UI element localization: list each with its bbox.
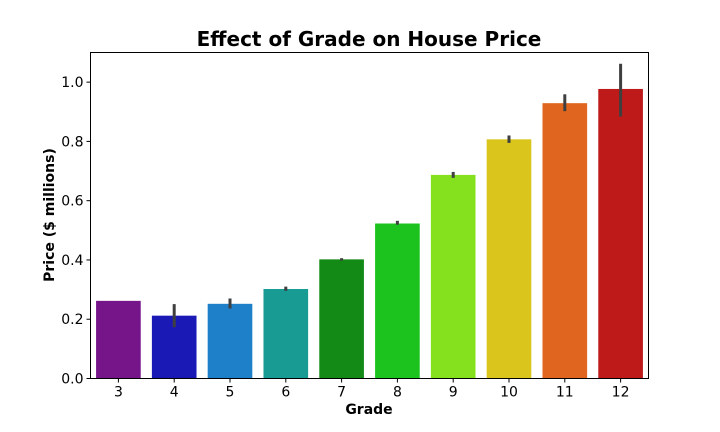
bar-7: [319, 259, 364, 379]
bar-11: [542, 103, 588, 379]
x-tick-label: 3: [114, 385, 123, 401]
x-tick-label: 8: [393, 385, 402, 401]
x-tick-label: 4: [170, 385, 179, 401]
x-axis-label: Grade: [345, 402, 392, 418]
x-tick-label: 5: [226, 385, 235, 401]
x-tick-label: 10: [500, 385, 518, 401]
y-axis: 0.0 0.2 0.4 0.6 0.8 1.0: [61, 75, 91, 388]
y-tick-label: 0.2: [61, 312, 83, 328]
x-tick-label: 12: [612, 385, 630, 401]
x-tick-label: 9: [449, 385, 458, 401]
x-tick-label: 7: [337, 385, 346, 401]
bars-group: [96, 88, 643, 379]
plot-frame: [90, 52, 649, 379]
bar-5: [207, 303, 253, 379]
error-bars-group: [172, 63, 623, 328]
bar-8: [375, 223, 420, 379]
bar-12: [598, 88, 643, 379]
x-tick-label: 11: [556, 385, 574, 401]
chart-title: Effect of Grade on House Price: [197, 27, 542, 51]
x-axis: 3 4 5 6 7 8 9 10 11 12: [114, 378, 630, 401]
y-tick-label: 1.0: [61, 75, 83, 91]
x-tick-label: 6: [281, 385, 290, 401]
y-tick-label: 0.8: [61, 134, 83, 150]
bar-10: [486, 139, 532, 379]
y-tick-label: 0.4: [61, 253, 83, 269]
y-tick-label: 0.0: [61, 372, 83, 388]
y-tick-label: 0.6: [61, 194, 83, 210]
bar-3: [96, 300, 141, 379]
y-axis-label: Price ($ millions): [42, 148, 58, 282]
bar-9: [430, 174, 476, 379]
bar-6: [263, 288, 309, 379]
